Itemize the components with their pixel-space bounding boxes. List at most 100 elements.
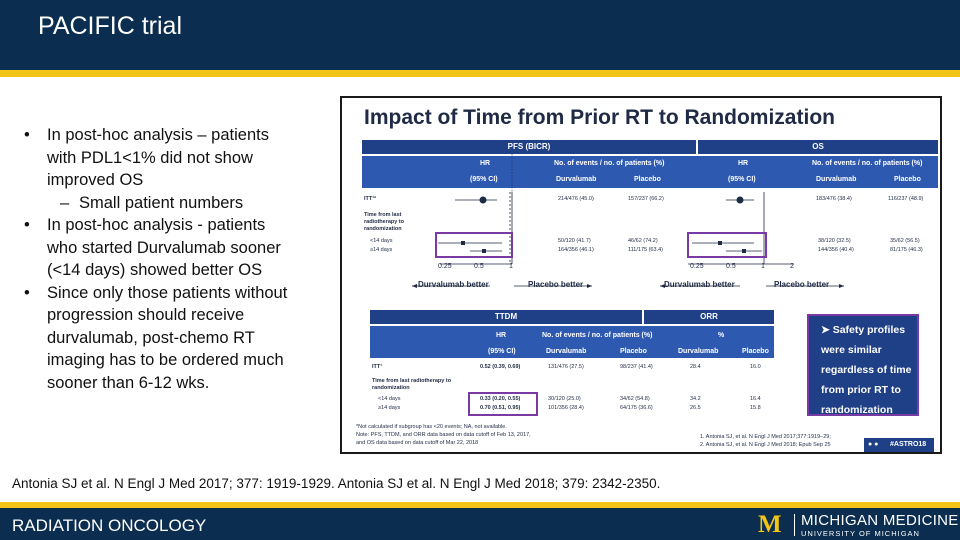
bullet-item: • Since only those patients without prog… bbox=[20, 282, 330, 395]
bullet-line: who started Durvalumab sooner bbox=[47, 238, 281, 257]
os-ge14-durv: 144/356 (40.4) bbox=[818, 247, 854, 253]
ttdm-ge14-hr: 0.70 (0.51, 0.95) bbox=[480, 405, 521, 411]
orr-placebo-header: Placebo bbox=[742, 348, 769, 355]
figure-note: and OS data based on data cutoff of Mar … bbox=[356, 440, 479, 446]
figure-title: Impact of Time from Prior RT to Randomiz… bbox=[364, 106, 835, 129]
os-ge14-placebo: 81/175 (46.3) bbox=[890, 247, 923, 253]
ttdm-highlight-box bbox=[468, 392, 538, 416]
pfs-hr-header: HR bbox=[480, 160, 491, 167]
orr-lt14-durv: 34.2 bbox=[690, 396, 701, 402]
callout-line: ➤ Safety profiles bbox=[821, 324, 906, 336]
ttdm-itt-placebo: 98/237 (41.4) bbox=[620, 364, 653, 370]
header-bar: PACIFIC trial bbox=[0, 0, 960, 70]
sub-bullet-line: Small patient numbers bbox=[79, 193, 244, 212]
os-ci-header: (95% CI) bbox=[728, 176, 756, 183]
footer-stripe bbox=[0, 502, 960, 508]
ttdm-lt14-hr: 0.33 (0.20, 0.55) bbox=[480, 396, 521, 402]
time-label: radiotherapy to bbox=[364, 219, 405, 225]
bullet-line: durvalumab, post-chemo RT bbox=[47, 328, 255, 347]
astro-badge: ● ● #ASTRO18 bbox=[864, 438, 934, 452]
pfs-ci-header: (95% CI) bbox=[470, 176, 498, 183]
figure-ref: 1. Antonia SJ, et al. N Engl J Med 2017;… bbox=[700, 434, 831, 440]
logo-name: MICHIGAN MEDICINE bbox=[801, 512, 959, 529]
bullet-dot-icon: • bbox=[24, 283, 30, 302]
os-itt-durv: 183/476 (38.4) bbox=[816, 196, 852, 202]
bullet-item: • In post-hoc analysis – patients with P… bbox=[20, 124, 330, 192]
os-itt-point bbox=[736, 196, 744, 204]
bullet-line: Since only those patients without bbox=[47, 283, 288, 302]
ittb-label: ITT¹ bbox=[372, 364, 383, 370]
os-itt-placebo: 116/237 (48.9) bbox=[888, 196, 924, 202]
pfs-itt-durv: 214/476 (45.0) bbox=[558, 196, 594, 202]
ttdm-ge14-durv: 101/356 (28.4) bbox=[548, 405, 584, 411]
pfs-events-header: No. of events / no. of patients (%) bbox=[554, 160, 665, 167]
os-lt14-point bbox=[718, 241, 722, 245]
pfs-lt14-placebo: 46/62 (74.2) bbox=[628, 238, 658, 244]
ttdm-lt14-placebo: 34/62 (54.8) bbox=[620, 396, 650, 402]
pfs-tick: 0.5 bbox=[474, 263, 484, 270]
ttdm-durv-header: Durvalumab bbox=[546, 348, 587, 355]
time-label: randomization bbox=[364, 226, 402, 232]
pfs-placebo-better: Placebo better bbox=[528, 280, 584, 289]
bullet-dot-icon: • bbox=[24, 216, 30, 234]
logo-divider bbox=[794, 514, 795, 536]
pfs-tick: 1 bbox=[509, 263, 513, 270]
os-tick: 0.25 bbox=[690, 263, 704, 270]
orr-band: ORR bbox=[644, 310, 774, 324]
forest-plot-marks bbox=[412, 154, 844, 288]
ttdm-band: TTDM bbox=[370, 310, 642, 324]
ttdm-events-header: No. of events / no. of patients (%) bbox=[542, 332, 653, 339]
time-label2: randomization bbox=[372, 385, 410, 391]
os-hr-header: HR bbox=[738, 160, 749, 167]
pfs-placebo-header: Placebo bbox=[634, 176, 661, 183]
os-durv-header: Durvalumab bbox=[816, 176, 857, 183]
ttdm-placebo-header: Placebo bbox=[620, 348, 647, 355]
time-label2: Time from last radiotherapy to bbox=[372, 378, 452, 384]
sub-bullet-item: – Small patient numbers bbox=[20, 192, 330, 215]
time-label: Time from last bbox=[364, 212, 402, 218]
column-header-band bbox=[362, 156, 938, 188]
lower-header-band bbox=[370, 326, 774, 358]
orr-itt-placebo: 16.0 bbox=[750, 364, 761, 370]
os-durv-better: Durvalumab better bbox=[664, 280, 735, 289]
bullet-line: In post-hoc analysis - patients bbox=[47, 216, 266, 234]
pfs-itt-point bbox=[479, 196, 487, 204]
os-tick: 1 bbox=[761, 263, 765, 270]
dash-icon: – bbox=[60, 193, 70, 212]
ttdm-itt-hr: 0.52 (0.39, 0.69) bbox=[480, 364, 521, 370]
ttdm-hr-header: HR bbox=[496, 332, 507, 339]
footer-department: RADIATION ONCOLOGY bbox=[12, 516, 207, 535]
itt-label: ITT¹² bbox=[364, 196, 376, 202]
orr-pct-header: % bbox=[718, 332, 725, 339]
callout-line: regardless of time bbox=[821, 364, 912, 376]
os-tick: 2 bbox=[790, 263, 794, 270]
ttdm-lt14-durv: 30/120 (25.0) bbox=[548, 396, 581, 402]
pfs-band: PFS (BICR) bbox=[362, 140, 696, 154]
header-stripe bbox=[0, 70, 960, 77]
bullet-list: • In post-hoc analysis – patients with P… bbox=[20, 124, 330, 394]
os-events-header: No. of events / no. of patients (%) bbox=[812, 160, 923, 167]
ttdm-ge14-placebo: 64/175 (36.6) bbox=[620, 405, 653, 411]
callout-line: from prior RT to bbox=[821, 384, 901, 396]
callout-line: were similar bbox=[821, 344, 882, 356]
ge14-label: ≥14 days bbox=[370, 247, 393, 253]
os-tick: 0.5 bbox=[726, 263, 736, 270]
pfs-lt14-durv: 50/120 (41.7) bbox=[558, 238, 591, 244]
pfs-durv-header: Durvalumab bbox=[556, 176, 597, 183]
page-title: PACIFIC trial bbox=[38, 12, 182, 40]
callout-line: randomization bbox=[821, 404, 893, 416]
social-icons: ● ● bbox=[868, 441, 879, 448]
bullet-line: In post-hoc analysis – patients bbox=[47, 126, 269, 144]
os-ge14-point bbox=[742, 249, 746, 253]
bullet-line: imaging has to be ordered much bbox=[47, 351, 284, 369]
orr-ge14-durv: 26.5 bbox=[690, 405, 701, 411]
os-placebo-better: Placebo better bbox=[774, 280, 830, 289]
pfs-tick: 0.25 bbox=[438, 263, 452, 270]
bullet-line: progression should receive bbox=[47, 306, 245, 324]
lt14-label2: <14 days bbox=[378, 396, 401, 402]
pfs-ge14-placebo: 111/175 (63.4) bbox=[628, 247, 663, 253]
figure-note: *Not calculated if subgroup has <20 even… bbox=[356, 424, 507, 430]
michigan-m-logo-icon: M bbox=[758, 511, 782, 538]
citation: Antonia SJ et al. N Engl J Med 2017; 377… bbox=[12, 476, 661, 491]
